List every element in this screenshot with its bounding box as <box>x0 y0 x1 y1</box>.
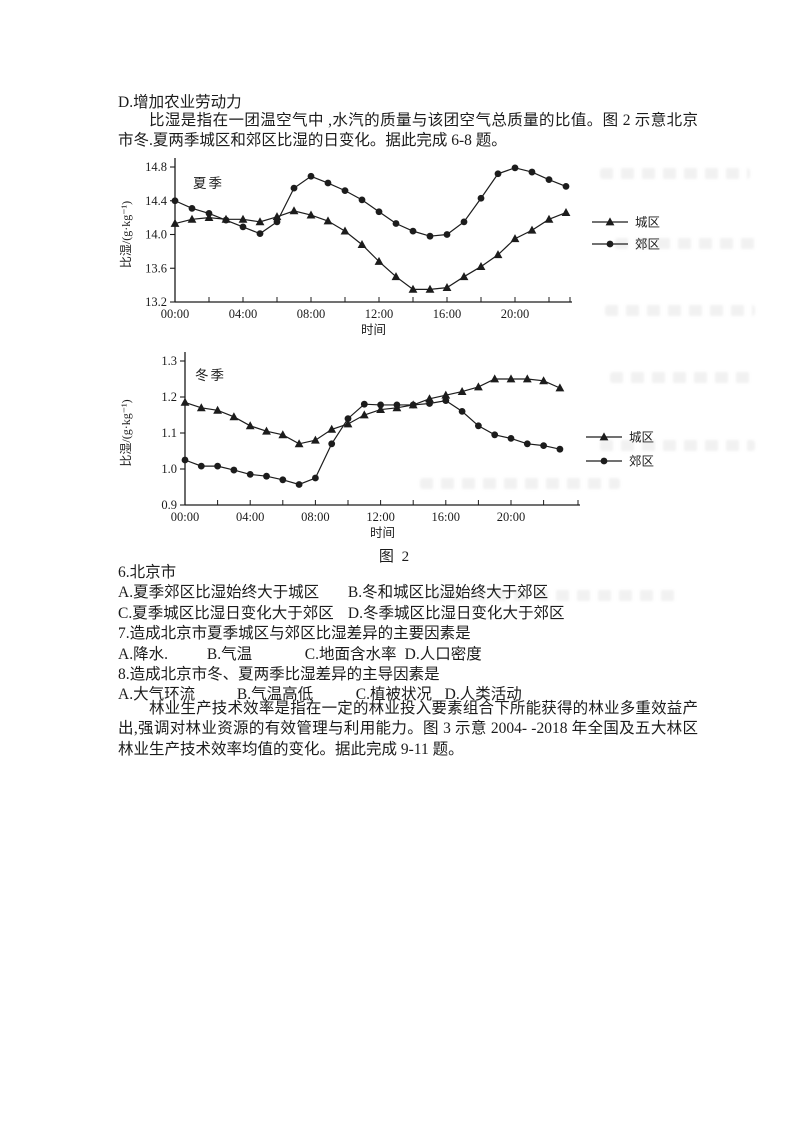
question-7-stem: 7.造成北京市夏季城区与郊区比湿差异的主要因素是 <box>118 625 471 643</box>
question-6-option-b: B.冬和城区比湿始终大于郊区 <box>347 584 549 602</box>
svg-text:00:00: 00:00 <box>171 510 199 524</box>
svg-text:比湿/(g·kg⁻¹): 比湿/(g·kg⁻¹) <box>118 201 133 268</box>
question-8-options-row: A.大气环流 B.气温高低 C.植被状况 D.人类活动 <box>118 685 703 705</box>
summer-humidity-chart: 13.2 13.6 14.0 14.4 14.8 00:00 04:00 08:00 12:00… <box>118 158 660 337</box>
question-7-option-d: D.人口密度 <box>404 645 482 663</box>
question-6-options-row-2: C.夏季城区比湿日变化大于郊区 D.冬季城区比湿日变化大于郊区 <box>118 604 703 624</box>
svg-text:20:00: 20:00 <box>497 510 525 524</box>
svg-text:20:00: 20:00 <box>501 307 529 321</box>
svg-text:16:00: 16:00 <box>433 307 461 321</box>
questions-block: 6.北京市 A.夏季郊区比湿始终大于城区 B.冬和城区比湿始终大于郊区 C.夏季… <box>118 563 703 706</box>
svg-text:比湿/(g·kg⁻¹): 比湿/(g·kg⁻¹) <box>118 399 133 466</box>
question-7-option-c: C.地面含水率 <box>304 645 397 663</box>
svg-text:1.2: 1.2 <box>161 390 177 404</box>
question-7-option-a: A.降水. <box>118 645 168 663</box>
question-8-option-c: C.植被状况 <box>355 686 432 704</box>
svg-text:0.9: 0.9 <box>161 498 177 512</box>
winter-humidity-chart: 0.9 1.0 1.1 1.2 1.3 00:00 04:00 08:00 12:00 16:00… <box>118 352 654 540</box>
question-6-stem: 6.北京市 <box>118 564 177 581</box>
question-6-option-d: D.冬季城区比湿日变化大于郊区 <box>347 604 565 622</box>
svg-text:13.6: 13.6 <box>145 261 167 275</box>
svg-text:14.0: 14.0 <box>145 228 167 242</box>
svg-text:04:00: 04:00 <box>229 307 257 321</box>
svg-text:冬季: 冬季 <box>195 368 226 383</box>
svg-text:00:00: 00:00 <box>161 307 189 321</box>
question-7-options-row: A.降水. B.气温 C.地面含水率 D.人口密度 <box>118 645 703 665</box>
svg-text:16:00: 16:00 <box>432 510 460 524</box>
svg-text:12:00: 12:00 <box>366 510 394 524</box>
svg-text:1.0: 1.0 <box>161 462 177 476</box>
intro-paragraph: 比湿是指在一团温空气中 ,水汽的质量与该团空气总质量的比值。图 2 示意北京市冬… <box>118 112 698 150</box>
question-6-option-c: C.夏季城区比湿日变化大于郊区 <box>118 604 334 622</box>
question-8-option-b: B.气温高低 <box>236 686 314 704</box>
closing-paragraph: 林业生产技术效率是指在一定的林业投入要素组合下所能获得的林业多重效益产出,强调对… <box>118 700 698 758</box>
svg-text:城区: 城区 <box>629 431 654 445</box>
svg-text:14.4: 14.4 <box>145 194 168 208</box>
question-6-options-row-1: A.夏季郊区比湿始终大于城区 B.冬和城区比湿始终大于郊区 <box>118 583 703 603</box>
option-d-agriculture-labor: D.增加农业劳动力 <box>118 94 242 111</box>
question-8-option-d: D.人类活动 <box>444 686 522 704</box>
svg-text:郊区: 郊区 <box>629 454 654 469</box>
svg-text:14.8: 14.8 <box>145 160 167 174</box>
question-7-option-b: B.气温 <box>206 645 253 663</box>
svg-text:城区: 城区 <box>635 216 660 230</box>
svg-text:夏季: 夏季 <box>193 176 224 191</box>
svg-text:郊区: 郊区 <box>635 237 660 252</box>
svg-text:13.2: 13.2 <box>145 295 167 309</box>
question-8-stem: 8.造成北京市冬、夏两季比湿差异的主导因素是 <box>118 665 440 683</box>
svg-text:12:00: 12:00 <box>365 307 393 321</box>
question-8-option-a: A.大气环流 <box>118 686 196 704</box>
svg-text:08:00: 08:00 <box>297 307 325 321</box>
svg-text:1.1: 1.1 <box>161 426 177 440</box>
svg-text:04:00: 04:00 <box>236 510 264 524</box>
question-6-option-a: A.夏季郊区比湿始终大于城区 <box>118 584 320 602</box>
svg-text:1.3: 1.3 <box>161 354 177 368</box>
svg-text:时间: 时间 <box>361 323 386 337</box>
svg-text:08:00: 08:00 <box>301 510 329 524</box>
svg-text:时间: 时间 <box>370 526 395 540</box>
figure-2-caption: 图 2 <box>378 549 412 565</box>
